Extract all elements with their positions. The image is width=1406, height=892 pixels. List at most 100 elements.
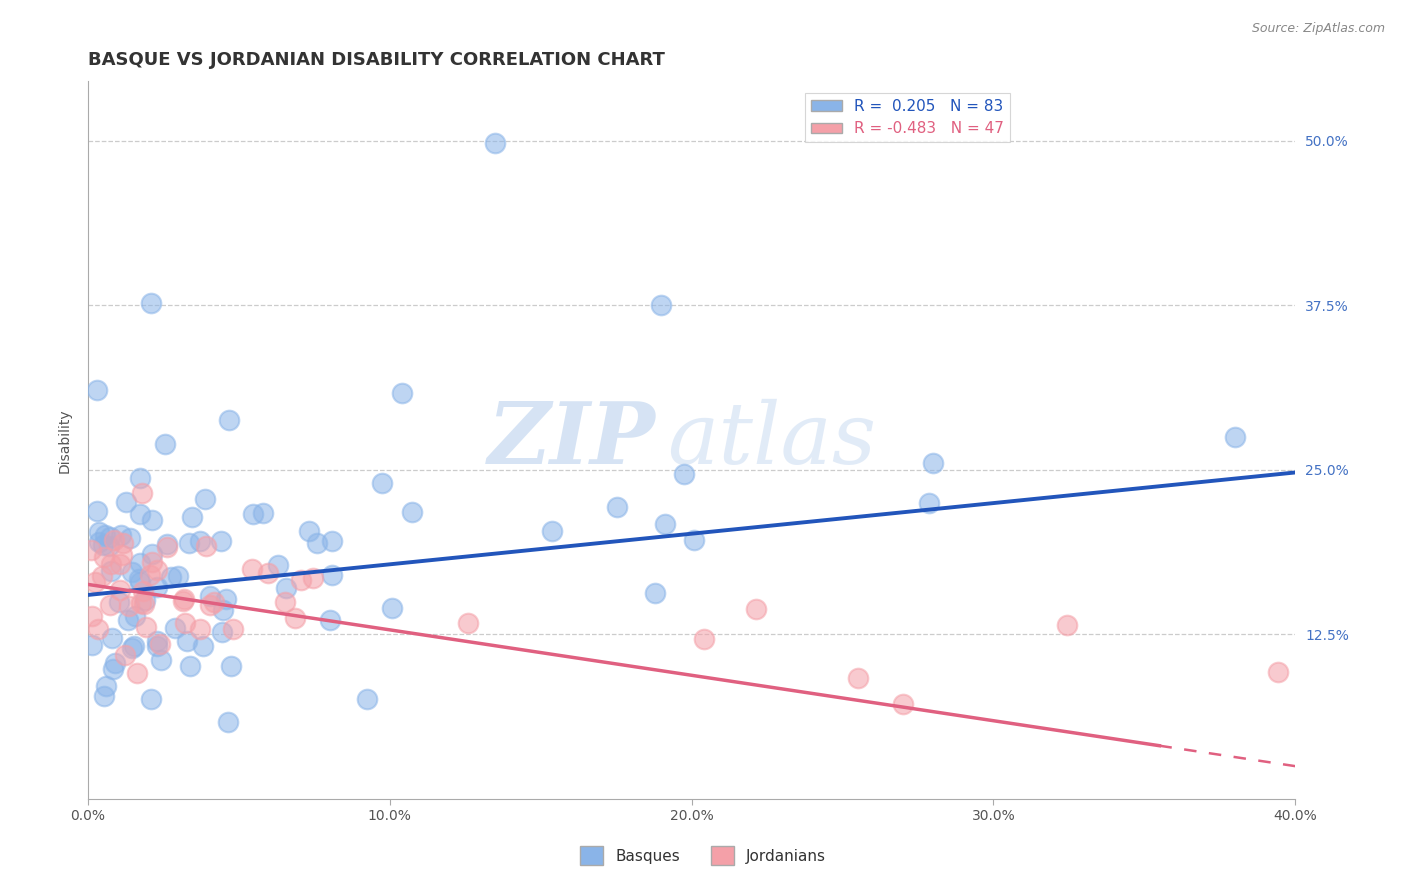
Point <box>918 495 941 509</box>
Point <box>111 548 134 562</box>
Point <box>104 657 127 671</box>
Point <box>121 565 143 579</box>
Point <box>644 585 666 599</box>
Point <box>145 640 167 654</box>
Point <box>118 532 141 546</box>
Point <box>650 298 672 312</box>
Point <box>89 534 111 549</box>
Point <box>146 580 169 594</box>
Point <box>114 648 136 662</box>
Point <box>128 572 150 586</box>
Point <box>86 504 108 518</box>
Point <box>370 476 392 491</box>
Point <box>86 383 108 397</box>
Point <box>80 542 103 557</box>
Point <box>484 136 506 151</box>
Point <box>132 584 155 599</box>
Point <box>267 558 290 573</box>
Point <box>391 385 413 400</box>
Point <box>139 692 162 706</box>
Point <box>97 539 120 553</box>
Text: ZIP: ZIP <box>488 399 655 482</box>
Point <box>321 533 343 548</box>
Point <box>135 620 157 634</box>
Point <box>103 662 125 676</box>
Point <box>211 625 233 640</box>
Point <box>209 534 232 549</box>
Point <box>91 538 114 552</box>
Point <box>846 671 869 685</box>
Point <box>141 296 163 310</box>
Point <box>176 633 198 648</box>
Point <box>298 524 321 539</box>
Point <box>132 597 155 611</box>
Point <box>112 536 135 550</box>
Point <box>80 609 103 624</box>
Point <box>318 613 340 627</box>
Point <box>101 631 124 645</box>
Point <box>80 638 103 652</box>
Point <box>134 593 156 607</box>
Point <box>96 679 118 693</box>
Point <box>98 598 121 612</box>
Legend: Basques, Jordanians: Basques, Jordanians <box>574 840 832 871</box>
Point <box>173 591 195 606</box>
Point <box>198 598 221 612</box>
Point <box>274 595 297 609</box>
Text: atlas: atlas <box>668 399 876 482</box>
Point <box>381 601 404 615</box>
Point <box>218 715 240 730</box>
Point <box>174 615 197 630</box>
Point <box>141 513 163 527</box>
Text: Source: ZipAtlas.com: Source: ZipAtlas.com <box>1251 22 1385 36</box>
Point <box>87 525 110 540</box>
Point <box>202 595 225 609</box>
Point <box>98 530 121 544</box>
Point <box>129 596 152 610</box>
Point <box>401 505 423 519</box>
Point <box>156 537 179 551</box>
Point <box>219 658 242 673</box>
Point <box>284 611 307 625</box>
Point <box>321 567 343 582</box>
Point <box>91 569 114 583</box>
Point <box>305 536 328 550</box>
Point <box>188 533 211 548</box>
Point <box>672 467 695 481</box>
Point <box>193 639 215 653</box>
Point <box>156 540 179 554</box>
Legend: R =  0.205   N = 83, R = -0.483   N = 47: R = 0.205 N = 83, R = -0.483 N = 47 <box>806 93 1010 143</box>
Point <box>84 575 107 590</box>
Point <box>93 550 115 565</box>
Point <box>93 528 115 542</box>
Point <box>457 615 479 630</box>
Point <box>141 548 163 562</box>
Point <box>93 690 115 704</box>
Point <box>242 507 264 521</box>
Point <box>198 590 221 604</box>
Y-axis label: Disability: Disability <box>58 408 72 473</box>
Point <box>107 594 129 608</box>
Point <box>257 566 280 581</box>
Point <box>100 564 122 578</box>
Point <box>129 508 152 522</box>
Point <box>103 533 125 547</box>
Point <box>160 570 183 584</box>
Text: BASQUE VS JORDANIAN DISABILITY CORRELATION CHART: BASQUE VS JORDANIAN DISABILITY CORRELATI… <box>87 51 665 69</box>
Point <box>122 639 145 653</box>
Point <box>129 575 152 590</box>
Point <box>290 573 312 587</box>
Point <box>124 609 146 624</box>
Point <box>108 557 131 571</box>
Point <box>108 582 131 597</box>
Point <box>922 456 945 470</box>
Point <box>222 622 245 636</box>
Point <box>1267 665 1289 679</box>
Point <box>172 593 194 607</box>
Point <box>149 637 172 651</box>
Point <box>110 528 132 542</box>
Point <box>276 582 298 596</box>
Point <box>214 591 236 606</box>
Point <box>606 500 628 514</box>
Point <box>125 665 148 680</box>
